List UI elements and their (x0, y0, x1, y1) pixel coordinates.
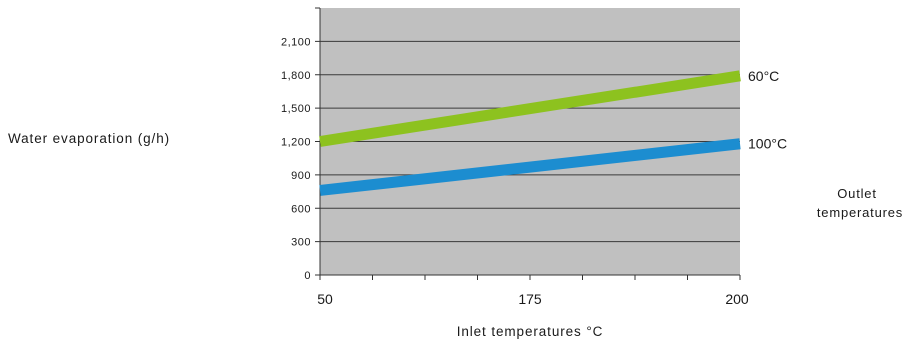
y-tick-label: 1,800 (281, 70, 311, 82)
x-tick-labels: 50 175 200 (317, 291, 749, 307)
y-tick-label: 1,500 (281, 103, 311, 115)
y-tick-labels: 0 300 600 900 1,200 1,500 1,800 2,100 (281, 7, 320, 282)
y-tick-label: 600 (291, 203, 311, 215)
y-tick-label: 0 (304, 270, 311, 282)
series-lines (319, 70, 741, 196)
x-axis-title: Inlet temperatures °C (457, 324, 604, 339)
legend-title-line-2: temperatures (817, 205, 903, 220)
x-minor-ticks (319, 275, 741, 280)
series-line-60c (319, 70, 741, 147)
y-tick-label: 900 (291, 170, 311, 182)
legend-title-line-1: Outlet (837, 186, 876, 201)
x-tick-label: 175 (518, 291, 542, 307)
series-label: 100°C (748, 136, 787, 152)
y-axis-title: Water evaporation (g/h) (8, 131, 170, 146)
series-label: 60°C (748, 68, 779, 84)
y-tick-label: 1,200 (281, 137, 311, 149)
x-tick-label: 50 (317, 291, 333, 307)
series-line-100c (319, 138, 741, 196)
x-tick-label: 200 (725, 291, 749, 307)
series-labels: 60°C 100°C (748, 68, 787, 152)
y-tick-label: 2,100 (281, 36, 311, 48)
grid-lines (320, 40, 740, 243)
y-tick-label: 300 (291, 237, 311, 249)
